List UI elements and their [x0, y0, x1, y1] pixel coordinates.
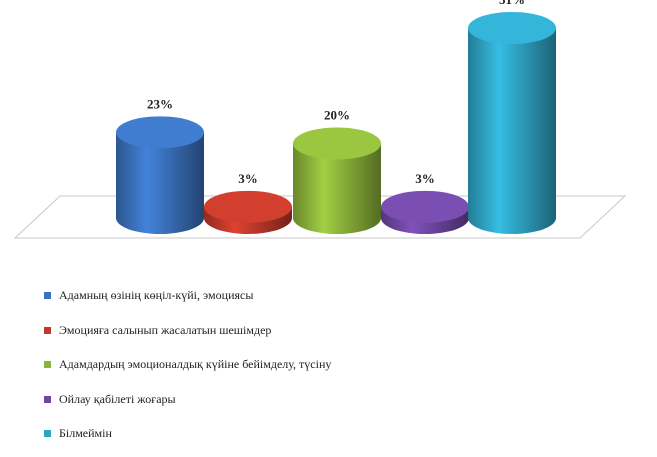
bar-top	[116, 116, 204, 149]
data-label-2: 3%	[238, 171, 258, 186]
bar-body	[116, 132, 204, 234]
bar-1	[116, 116, 204, 234]
data-label-3: 20%	[324, 107, 350, 122]
legend-swatch	[44, 326, 51, 334]
legend-item-5: Білмеймін	[44, 422, 331, 445]
legend-swatch	[44, 395, 51, 403]
data-label-4: 3%	[415, 171, 435, 186]
legend-swatch	[44, 430, 51, 437]
bar-body	[293, 143, 381, 234]
legend-label: Эмоцияға салынып жасалатын шешімдер	[59, 322, 272, 337]
legend-label: Ойлау қабілеті жоғары	[59, 391, 176, 406]
bar-top	[204, 190, 292, 223]
bar-3	[293, 127, 381, 234]
legend-item-1: Адамның өзінің көңіл-күйі, эмоциясы	[44, 284, 331, 307]
bar-4	[381, 190, 469, 234]
legend-swatch	[44, 361, 51, 368]
legend-item-4: Ойлау қабілеті жоғары	[44, 388, 331, 411]
data-label-1: 23%	[147, 96, 173, 111]
legend-label: Білмеймін	[59, 426, 112, 440]
legend: Адамның өзінің көңіл-күйі, эмоциясы Эмоци…	[44, 284, 331, 457]
bar-top	[293, 127, 381, 160]
chart-floor	[13, 195, 627, 239]
chart-plot: 23% 3% 20% 3% 51%	[13, 0, 627, 239]
legend-item-2: Эмоцияға салынып жасалатын шешімдер	[44, 319, 331, 342]
data-labels-layer: 23% 3% 20% 3% 51%	[147, 0, 525, 186]
bar-top	[381, 190, 469, 223]
bar-body	[468, 28, 556, 234]
data-label-5: 51%	[499, 0, 525, 7]
bar-2	[204, 190, 292, 234]
legend-label: Адамдардың эмоционалдық күйіне бейімделу…	[59, 357, 332, 371]
bar-5	[468, 12, 556, 234]
bars-layer	[116, 12, 556, 234]
bar-top	[468, 12, 556, 44]
legend-label: Адамның өзінің көңіл-күйі, эмоциясы	[59, 288, 254, 302]
legend-swatch	[44, 292, 51, 299]
legend-item-3: Адамдардың эмоционалдық күйіне бейімделу…	[44, 353, 331, 376]
